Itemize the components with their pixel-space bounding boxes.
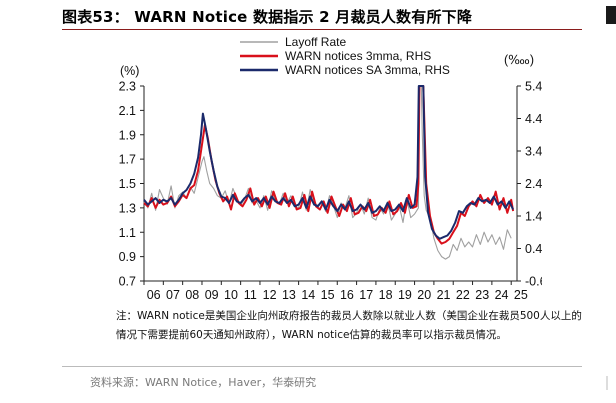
series-line-1	[143, 85, 515, 245]
right-tick-label: 0.4	[525, 242, 542, 256]
right-tick-label: 3.4	[525, 145, 542, 159]
x-tick-label: 07	[166, 288, 180, 302]
adjacent-column-edge	[606, 6, 616, 24]
axes: 0.7 0.9 1.1 1.3 1.5 1.7 1.9 2.1 2.3 -0.6 0.4 1.4 2.4…	[119, 80, 542, 303]
adjacent-column-edge-bottom	[606, 376, 616, 390]
x-tick-label: 18	[379, 288, 393, 302]
left-tick-label: 1.9	[119, 128, 136, 142]
source-line: 资料来源：WARN Notice，Haver，华泰研究	[90, 376, 317, 389]
x-tick-label: 10	[224, 288, 238, 302]
note-divider	[62, 366, 582, 367]
x-tick-label: 20	[417, 288, 431, 302]
left-tick-label: 1.3	[119, 201, 136, 215]
x-tick-label: 12	[263, 288, 277, 302]
x-tick-label: 22	[456, 288, 470, 302]
right-tick-label: 2.4	[525, 177, 542, 191]
left-tick-label: 1.1	[119, 226, 136, 240]
x-tick-label: 24	[495, 288, 509, 302]
left-tick-label: 0.9	[119, 250, 136, 264]
right-tick-label: 5.4	[525, 80, 542, 94]
right-tick-label: 1.4	[525, 210, 542, 224]
x-tick-label: 17	[359, 288, 373, 302]
left-tick-label: 0.7	[119, 275, 136, 289]
title-divider	[62, 29, 582, 30]
left-tick-label: 1.5	[119, 177, 136, 191]
x-tick-label: 19	[398, 288, 412, 302]
series-line-2	[143, 85, 515, 240]
x-tick-label: 21	[437, 288, 451, 302]
x-tick-label: 09	[205, 288, 219, 302]
x-tick-label: 06	[147, 288, 161, 302]
series-layer	[143, 85, 515, 260]
legend-label-0: Layoff Rate	[285, 35, 346, 49]
x-tick-label: 08	[185, 288, 199, 302]
right-axis-unit: (‱)	[504, 53, 534, 67]
series-line-0	[143, 85, 512, 260]
x-tick-label: 16	[340, 288, 354, 302]
chart-note: 注：WARN notice是美国企业向州政府报告的裁员人数除以就业人数（美国企业…	[116, 310, 582, 341]
right-tick-label: 4.4	[525, 112, 542, 126]
left-tick-label: 2.3	[119, 80, 136, 94]
legend-label-2: WARN notices SA 3mma, RHS	[285, 63, 450, 77]
x-tick-label: 14	[301, 288, 315, 302]
left-tick-label: 1.7	[119, 153, 136, 167]
left-tick-label: 2.1	[119, 104, 136, 118]
x-tick-label: 11	[244, 288, 257, 302]
x-tick-label: 23	[475, 288, 489, 302]
x-tick-label: 25	[514, 288, 528, 302]
figure-title: 图表53： WARN Notice 数据指示 2 月裁员人数有所下降	[62, 8, 473, 26]
x-tick-label: 15	[321, 288, 335, 302]
x-tick-label: 13	[282, 288, 296, 302]
left-axis-unit: (%)	[120, 64, 139, 78]
right-tick-label: -0.6	[525, 275, 542, 289]
legend-label-1: WARN notices 3mma, RHS	[285, 49, 431, 63]
